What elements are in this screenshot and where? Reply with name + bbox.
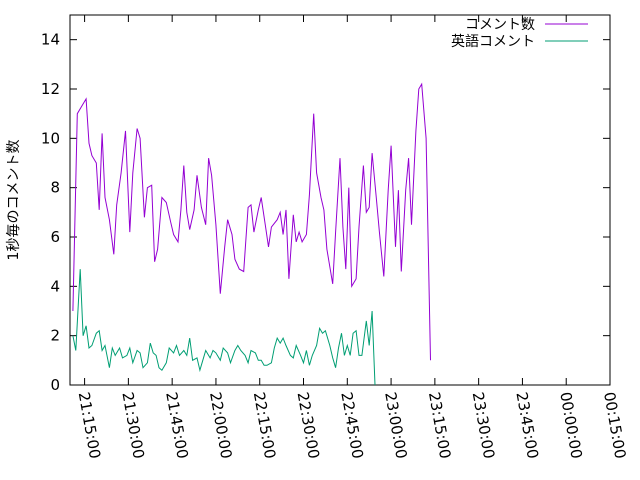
- legend-label-2: 英語コメント: [451, 33, 535, 50]
- y-tick-label: 2: [50, 327, 60, 345]
- plot-border: [69, 14, 611, 386]
- x-tick-label: 23:00:00: [381, 391, 410, 460]
- x-tick-label: 22:00:00: [206, 391, 235, 460]
- y-tick-label: 6: [50, 228, 60, 246]
- y-axis: 0 2 4 6 8 10 12 14: [41, 31, 610, 394]
- series-line-2: [72, 269, 376, 386]
- legend-label-1: コメント数: [465, 17, 535, 33]
- plot-frame: [69, 14, 611, 386]
- x-tick-label: 21:45:00: [162, 391, 191, 460]
- x-tick-label: 00:00:00: [556, 391, 585, 460]
- y-tick-label: 8: [50, 179, 60, 197]
- y-tick-label: 4: [50, 277, 60, 295]
- y-axis-title: 1秒毎のコメント数: [6, 140, 22, 261]
- x-tick-label: 21:15:00: [75, 391, 104, 460]
- x-tick-label: 00:15:00: [600, 391, 629, 460]
- x-tick-label: 22:15:00: [250, 391, 279, 460]
- x-tick-label: 23:30:00: [469, 391, 498, 460]
- series-layer: [72, 82, 431, 386]
- series-line-1: [72, 82, 431, 361]
- x-tick-label: 22:30:00: [294, 391, 323, 460]
- y-tick-label: 0: [50, 376, 60, 394]
- x-tick-label: 22:45:00: [337, 391, 366, 460]
- y-tick-label: 12: [41, 80, 60, 98]
- y-tick-label: 10: [41, 129, 60, 147]
- y-tick-label: 14: [41, 31, 60, 49]
- x-tick-label: 23:15:00: [425, 391, 454, 460]
- x-tick-label: 23:45:00: [512, 391, 541, 460]
- x-tick-label: 21:30:00: [118, 391, 147, 460]
- x-axis: 21:15:00 21:30:00 21:45:00 22:00:00 22:15:00…: [75, 15, 629, 460]
